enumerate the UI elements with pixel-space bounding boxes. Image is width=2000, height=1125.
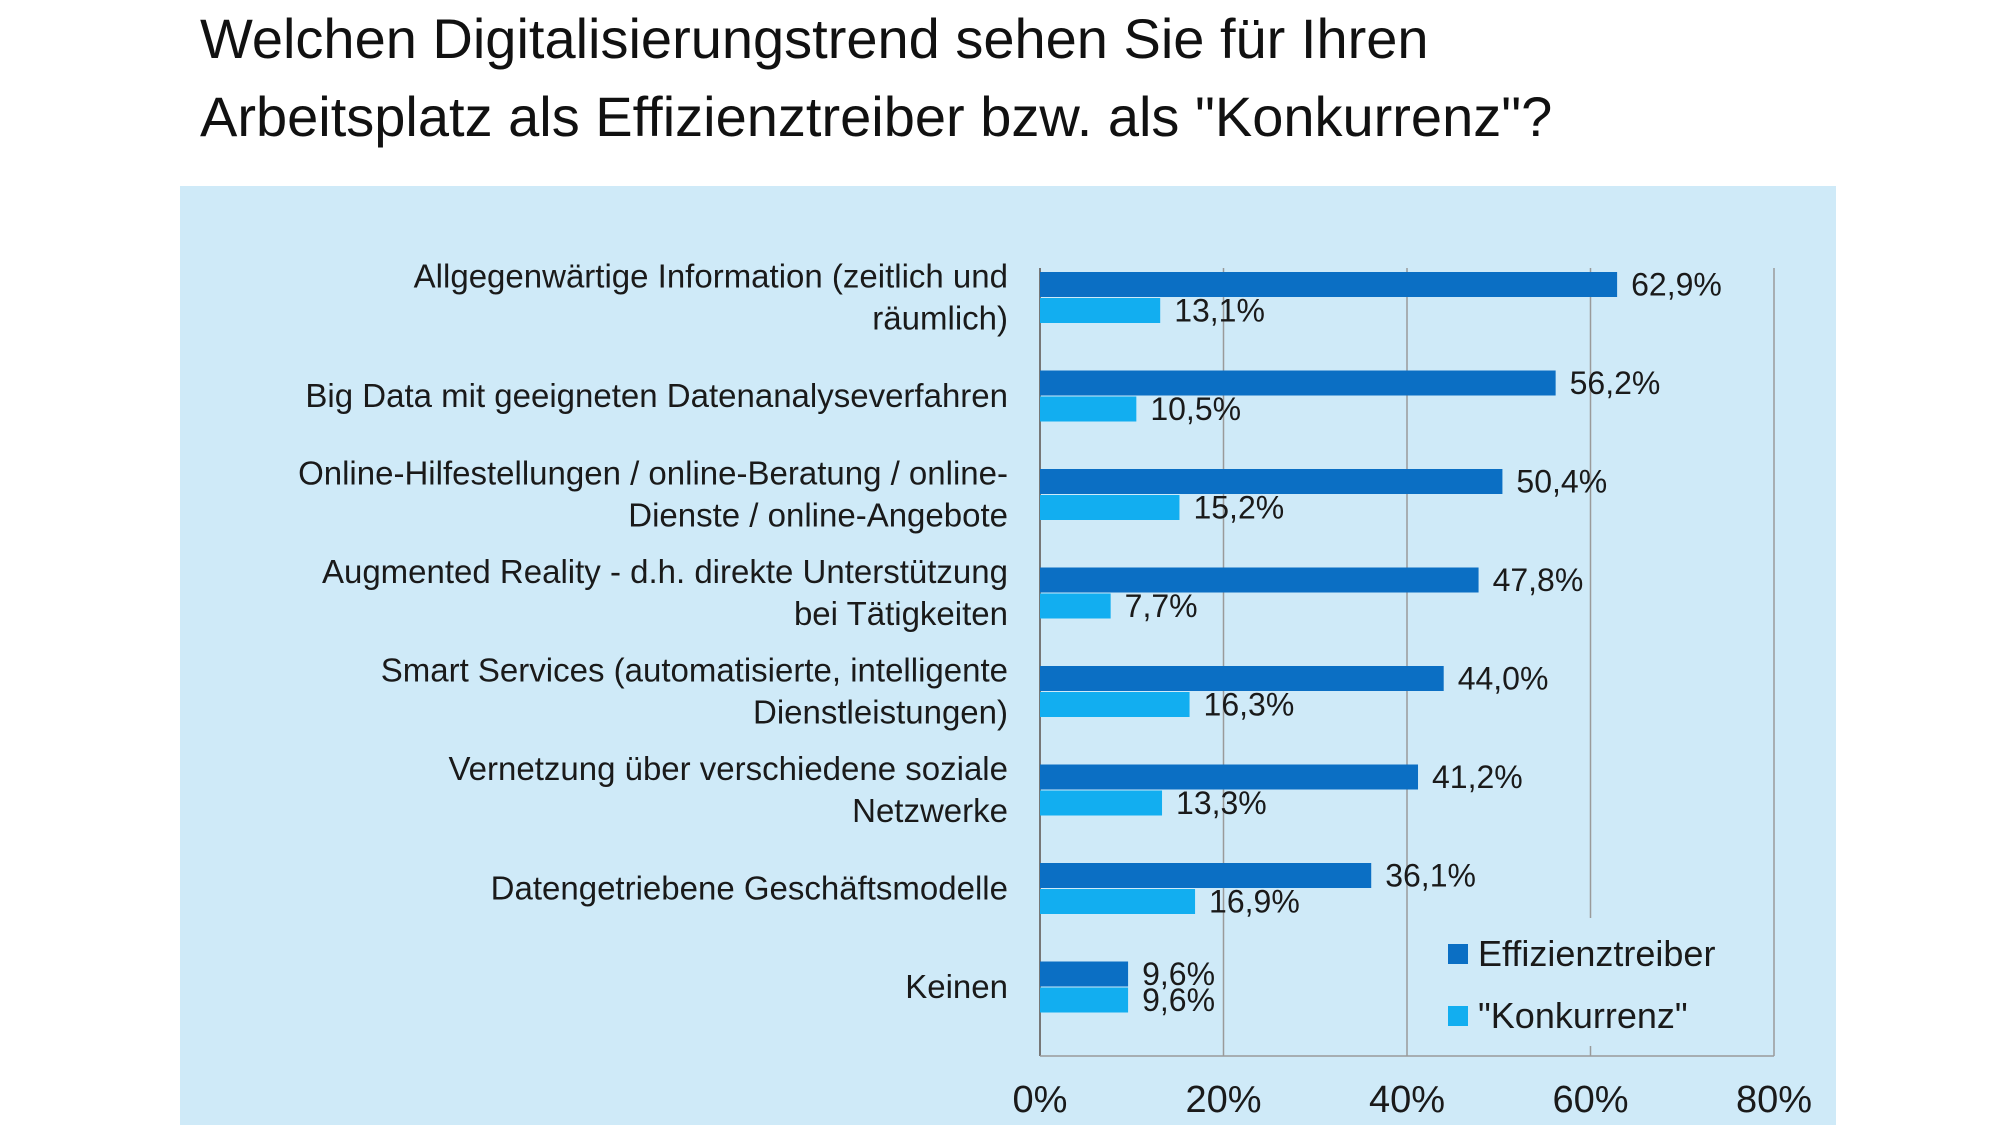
data-label: 16,3% <box>1204 687 1295 723</box>
data-label: 41,2% <box>1432 759 1523 795</box>
category-label: Keinen <box>905 968 1008 1005</box>
data-label: 7,7% <box>1125 588 1198 624</box>
data-label: 9,6% <box>1142 982 1215 1018</box>
x-tick-label: 20% <box>1185 1079 1261 1121</box>
x-tick-label: 40% <box>1369 1079 1445 1121</box>
bar-effizienztreiber <box>1040 272 1618 297</box>
data-label: 36,1% <box>1385 858 1476 894</box>
data-label: 13,1% <box>1174 293 1265 329</box>
category-label: Datengetriebene Geschäftsmodelle <box>491 870 1008 907</box>
bar-konkurrenz <box>1040 396 1137 422</box>
legend-item-effizienztreiber: Effizienztreiber <box>1448 926 1715 982</box>
chart-title-line-2: Arbeitsplatz als Effizienztreiber bzw. a… <box>200 85 1553 148</box>
category-label: Big Data mit geeigneten Datenanalyseverf… <box>305 377 1008 414</box>
legend-item-konkurrenz: "Konkurrenz" <box>1448 988 1688 1044</box>
data-label: 10,5% <box>1150 391 1241 427</box>
legend: Effizienztreiber "Konkurrenz" <box>1428 918 1764 1046</box>
category-label: Dienstleistungen) <box>753 694 1008 731</box>
data-label: 9,6% <box>1142 956 1215 992</box>
bar-konkurrenz <box>1040 495 1180 520</box>
bar-effizienztreiber <box>1040 666 1444 691</box>
data-label: 62,9% <box>1631 267 1722 303</box>
bar-konkurrenz <box>1040 790 1163 816</box>
bar-konkurrenz <box>1040 298 1161 323</box>
x-tick-label: 0% <box>1013 1079 1068 1121</box>
bar-konkurrenz <box>1040 593 1111 619</box>
category-label: Smart Services (automatisierte, intellig… <box>381 652 1008 689</box>
data-label: 16,9% <box>1209 884 1300 920</box>
category-label: Dienste / online-Angebote <box>628 497 1008 534</box>
category-label: bei Tätigkeiten <box>794 595 1008 632</box>
x-tick-label: 60% <box>1552 1079 1628 1121</box>
legend-label-konkurrenz: "Konkurrenz" <box>1478 995 1688 1036</box>
category-label: Online-Hilfestellungen / online-Beratung… <box>298 455 1008 492</box>
category-label: Vernetzung über verschiedene soziale <box>448 750 1008 787</box>
bar-effizienztreiber <box>1040 469 1503 494</box>
chart-title-line-1: Welchen Digitalisierungstrend sehen Sie … <box>200 7 1429 70</box>
chart-title: Welchen Digitalisierungstrend sehen Sie … <box>200 0 1800 156</box>
bar-effizienztreiber <box>1040 863 1372 888</box>
category-label: Netzwerke <box>852 792 1008 829</box>
legend-swatch-konkurrenz <box>1448 1006 1468 1026</box>
data-label: 47,8% <box>1493 562 1584 598</box>
x-tick-label: 80% <box>1736 1079 1812 1121</box>
data-label: 15,2% <box>1193 490 1284 526</box>
bar-konkurrenz <box>1040 987 1129 1013</box>
data-label: 56,2% <box>1570 365 1661 401</box>
category-label: räumlich) <box>872 300 1008 337</box>
bar-effizienztreiber <box>1040 370 1556 396</box>
data-label: 44,0% <box>1458 661 1549 697</box>
legend-label-effizienztreiber: Effizienztreiber <box>1478 933 1716 974</box>
bar-effizienztreiber <box>1040 764 1419 790</box>
bar-konkurrenz <box>1040 692 1190 717</box>
data-label: 50,4% <box>1516 464 1607 500</box>
bar-effizienztreiber <box>1040 567 1479 593</box>
category-label: Allgegenwärtige Information (zeitlich un… <box>414 258 1008 295</box>
category-label: Augmented Reality - d.h. direkte Unterst… <box>322 553 1008 590</box>
bar-effizienztreiber <box>1040 961 1129 987</box>
bar-konkurrenz <box>1040 889 1196 914</box>
data-label: 13,3% <box>1176 785 1267 821</box>
legend-swatch-effizienztreiber <box>1448 944 1468 964</box>
